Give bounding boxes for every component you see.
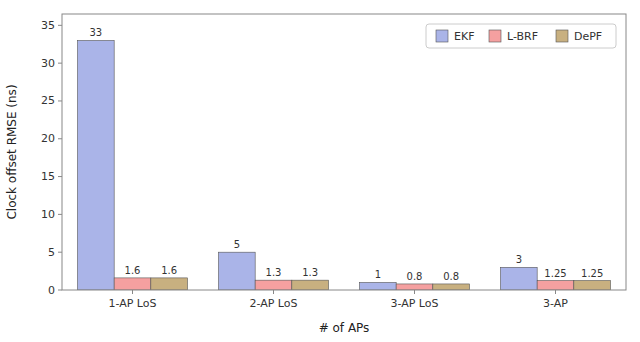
bar bbox=[292, 280, 329, 290]
data-label: 1.6 bbox=[161, 265, 177, 276]
data-label: 1.6 bbox=[125, 265, 141, 276]
x-tick-label: 3-AP bbox=[543, 297, 568, 310]
y-tick bbox=[58, 100, 62, 101]
y-tick bbox=[58, 25, 62, 26]
x-tick-label: 3-AP LoS bbox=[390, 297, 438, 310]
y-tick-label: 30 bbox=[41, 57, 55, 70]
bar bbox=[501, 267, 538, 290]
data-label: 5 bbox=[234, 239, 240, 250]
y-tick bbox=[58, 176, 62, 177]
legend-swatch bbox=[489, 30, 501, 42]
x-tick bbox=[132, 290, 133, 294]
plot-frame bbox=[62, 14, 626, 290]
x-axis-label: # of APs bbox=[319, 321, 370, 335]
y-tick-label: 25 bbox=[41, 94, 55, 107]
chart: 33 5 1 3 1.6 1.3 0.8 1.25 1.6 1.3 0.8 1.25 0 5 10 15 20 2… bbox=[0, 0, 640, 342]
x-tick bbox=[555, 290, 556, 294]
y-tick-label: 35 bbox=[41, 19, 55, 32]
data-label: 1.3 bbox=[266, 267, 282, 278]
bar bbox=[151, 278, 188, 290]
data-label: 3 bbox=[516, 254, 522, 265]
bar bbox=[114, 278, 151, 290]
y-tick bbox=[58, 290, 62, 291]
data-label: 1 bbox=[375, 269, 381, 280]
legend-swatch bbox=[556, 30, 568, 42]
x-tick-label: 1-AP LoS bbox=[108, 297, 156, 310]
x-tick bbox=[273, 290, 274, 294]
data-label: 1.25 bbox=[581, 268, 603, 279]
bar bbox=[574, 281, 611, 290]
legend-label: DePF bbox=[574, 30, 602, 43]
legend-swatch bbox=[436, 30, 448, 42]
y-axis-label: Clock offset RMSE (ns) bbox=[5, 84, 19, 219]
data-label: 0.8 bbox=[407, 271, 423, 282]
bars bbox=[78, 40, 611, 290]
y-tick-label: 0 bbox=[48, 284, 55, 297]
data-label: 1.3 bbox=[302, 267, 318, 278]
legend-label: L-BRF bbox=[507, 30, 538, 43]
y-tick bbox=[58, 214, 62, 215]
bar bbox=[360, 282, 397, 290]
legend: EKF L-BRF DePF bbox=[426, 24, 616, 48]
x-tick bbox=[414, 290, 415, 294]
bar bbox=[219, 252, 256, 290]
data-label: 33 bbox=[89, 27, 102, 38]
bar bbox=[78, 40, 115, 290]
x-tick-label: 2-AP LoS bbox=[249, 297, 297, 310]
y-tick-label: 15 bbox=[41, 170, 55, 183]
y-tick-label: 5 bbox=[48, 246, 55, 259]
bar bbox=[433, 284, 470, 290]
y-tick bbox=[58, 252, 62, 253]
data-label: 0.8 bbox=[443, 271, 459, 282]
y-tick bbox=[58, 63, 62, 64]
legend-box bbox=[426, 24, 616, 48]
legend-label: EKF bbox=[454, 30, 475, 43]
bar bbox=[537, 281, 574, 290]
data-label: 1.25 bbox=[544, 268, 566, 279]
y-tick bbox=[58, 138, 62, 139]
bar bbox=[396, 284, 433, 290]
bar bbox=[255, 280, 292, 290]
y-tick-label: 20 bbox=[41, 132, 55, 145]
y-tick-label: 10 bbox=[41, 208, 55, 221]
